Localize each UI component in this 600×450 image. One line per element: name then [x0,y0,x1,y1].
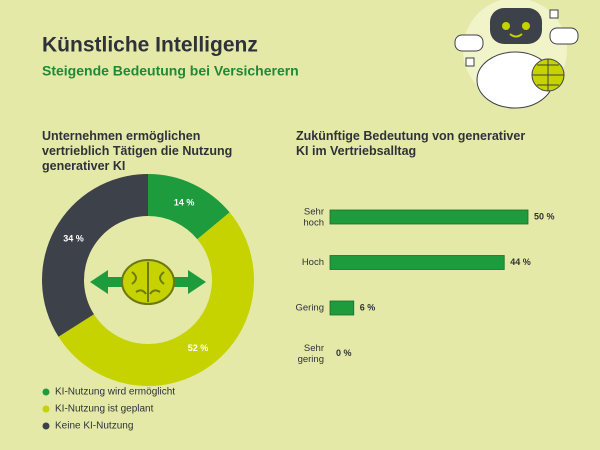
data-label: 50 % [534,211,555,221]
bar [329,255,505,270]
title: Künstliche Intelligenz [42,34,258,57]
legend-label: Keine KI-Nutzung [55,421,133,432]
donut-segment [148,174,230,240]
category-label: Sehr hoch [303,206,324,228]
data-label: 6 % [360,302,376,312]
category-label: Gering [295,303,324,314]
data-label: 0 % [336,348,352,358]
bar [329,300,355,316]
data-label: 52 % [188,343,209,353]
legend-marker [42,422,50,430]
data-label: 44 % [510,257,531,267]
data-label: 34 % [63,233,84,243]
legend-label: KI-Nutzung wird ermöglicht [55,387,175,398]
category-label: Sehr gering [298,343,324,365]
legend-label: KI-Nutzung ist geplant [55,404,154,415]
subtitle: Steigende Bedeutung bei Versicherern [42,63,299,79]
category-label: Hoch [302,257,324,268]
bar [329,209,529,225]
robot-illustration [454,0,579,109]
donut-segment [42,174,148,337]
data-label: 14 % [174,197,195,207]
legend-marker [42,388,50,396]
chart-title: Zukünftige Bedeutung von generativer KI i… [296,129,525,158]
chart-title: Unternehmen ermöglichen vertrieblich Täti… [42,129,232,173]
brain-icon [90,259,206,305]
donut-segment [58,212,254,386]
legend-marker [42,405,50,413]
